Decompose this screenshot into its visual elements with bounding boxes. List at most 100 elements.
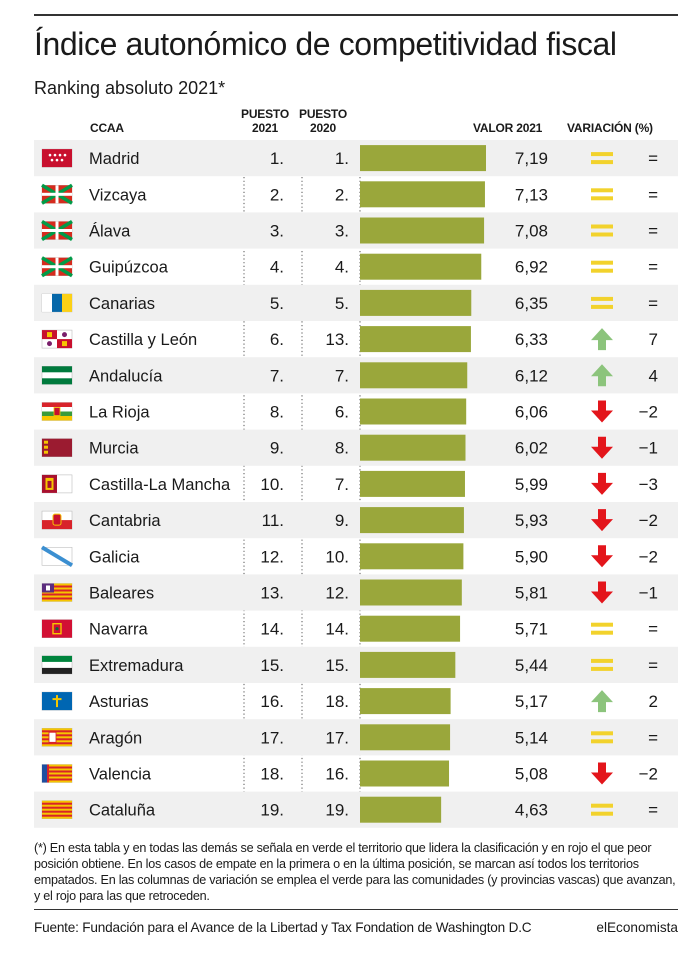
variation-value: −3 bbox=[639, 475, 658, 494]
variation-value: −2 bbox=[639, 511, 658, 530]
ikurrina-flag-icon bbox=[41, 183, 73, 205]
variation-value: = bbox=[648, 149, 658, 168]
variation-value: −2 bbox=[639, 403, 658, 422]
value-bar bbox=[360, 434, 466, 461]
row-background bbox=[34, 357, 678, 394]
variation-value: −2 bbox=[639, 765, 658, 784]
variation-value: = bbox=[648, 294, 658, 313]
cataluna-flag-icon bbox=[41, 800, 73, 820]
ccaa-name: Valencia bbox=[89, 766, 152, 784]
asturias-flag-icon bbox=[41, 691, 73, 711]
variation-value: −2 bbox=[639, 547, 658, 566]
ikurrina-flag-icon bbox=[41, 256, 73, 278]
value-bar bbox=[360, 326, 471, 353]
row-background bbox=[34, 502, 678, 539]
rank-2021: 11. bbox=[262, 511, 284, 530]
extremadura-flag-icon bbox=[41, 655, 73, 675]
value-bar bbox=[360, 760, 450, 787]
value-bar bbox=[360, 145, 486, 172]
equal-icon bbox=[591, 296, 613, 309]
value-bar bbox=[360, 398, 467, 425]
table-row: Asturias 16. 18. 5,17 2 bbox=[41, 688, 658, 715]
table-row: Cataluña 19. 19. 4,63 = bbox=[34, 791, 678, 828]
header-puesto-label: PUESTO bbox=[299, 107, 347, 121]
top-rule bbox=[34, 14, 678, 16]
row-background bbox=[34, 140, 678, 177]
value-label: 5,44 bbox=[515, 656, 548, 675]
equal-icon bbox=[591, 731, 613, 744]
rank-2021: 15. bbox=[260, 656, 284, 675]
value-label: 6,02 bbox=[515, 439, 548, 458]
rank-2021: 6. bbox=[270, 330, 284, 349]
table-row: Galicia 12. 10. 5,90 −2 bbox=[40, 543, 658, 570]
table-row: Vizcaya 2. 2. 7,13 = bbox=[41, 181, 658, 208]
cantabria-flag-icon bbox=[41, 510, 73, 530]
value-label: 5,99 bbox=[515, 475, 548, 494]
ccaa-name: Álava bbox=[89, 222, 131, 241]
row-background bbox=[34, 212, 678, 249]
navarra-flag-icon bbox=[41, 619, 73, 639]
rank-2021: 4. bbox=[270, 258, 284, 277]
table-row: Guipúzcoa 4. 4. 6,92 = bbox=[41, 253, 658, 280]
ccaa-name: Aragón bbox=[89, 729, 142, 747]
rank-2021: 7. bbox=[270, 366, 284, 385]
rank-2021: 10. bbox=[260, 475, 284, 494]
bottom-rule bbox=[34, 909, 678, 910]
value-label: 5,93 bbox=[515, 511, 548, 530]
equal-icon bbox=[591, 188, 613, 201]
rank-2020: 7. bbox=[335, 366, 349, 385]
rank-2021: 9. bbox=[270, 439, 284, 458]
rank-2020: 8. bbox=[335, 439, 349, 458]
rank-2021: 17. bbox=[260, 728, 284, 747]
value-label: 5,17 bbox=[515, 692, 548, 711]
value-label: 5,81 bbox=[515, 584, 548, 603]
variation-value: = bbox=[648, 620, 658, 639]
header-year-2021: 2021 bbox=[252, 121, 278, 135]
arrow-up-icon bbox=[591, 364, 613, 387]
ccaa-name: Cantabria bbox=[89, 512, 161, 530]
la-rioja-flag-icon bbox=[41, 402, 73, 421]
galicia-flag-icon bbox=[40, 545, 74, 568]
rank-2021: 13. bbox=[260, 584, 284, 603]
variation-value: = bbox=[648, 258, 658, 277]
rank-2021: 1. bbox=[270, 149, 284, 168]
madrid-flag-icon bbox=[41, 148, 73, 168]
table-row: Castilla y León 6. 13. 6,33 7 bbox=[41, 326, 658, 353]
value-label: 5,90 bbox=[515, 547, 548, 566]
ccaa-name: Castilla y León bbox=[89, 331, 197, 349]
ccaa-name: Navarra bbox=[89, 621, 149, 639]
table-row: Andalucía 7. 7. 6,12 4 bbox=[34, 357, 678, 394]
value-label: 5,08 bbox=[515, 765, 548, 784]
value-bar bbox=[360, 217, 485, 244]
ccaa-name: Madrid bbox=[89, 150, 139, 168]
value-bar bbox=[360, 579, 462, 606]
aragon-flag-icon bbox=[41, 727, 73, 747]
rank-2021: 5. bbox=[270, 294, 284, 313]
arrow-down-icon bbox=[591, 436, 613, 459]
chart-title: Índice autonómico de competitividad fisc… bbox=[34, 26, 617, 62]
andalucia-flag-icon bbox=[41, 366, 73, 385]
value-label: 7,13 bbox=[515, 185, 548, 204]
row-background bbox=[34, 719, 678, 756]
value-bar bbox=[360, 470, 465, 497]
variation-value: −1 bbox=[639, 439, 658, 458]
ccaa-name: Extremadura bbox=[89, 657, 184, 675]
source-text: Fuente: Fundación para el Avance de la L… bbox=[34, 920, 532, 935]
value-label: 4,63 bbox=[515, 801, 548, 820]
variation-value: 4 bbox=[649, 366, 658, 385]
variation-value: −1 bbox=[639, 584, 658, 603]
equal-icon bbox=[591, 803, 613, 816]
rank-2021: 19. bbox=[260, 801, 284, 820]
table-row: Baleares 13. 12. 5,81 −1 bbox=[34, 574, 678, 611]
rank-2021: 18. bbox=[260, 765, 284, 784]
header-puesto-2021: PUESTO 2021 bbox=[238, 107, 292, 135]
arrow-down-icon bbox=[591, 472, 613, 495]
row-background bbox=[34, 284, 678, 321]
table-row: Valencia 18. 16. 5,08 −2 bbox=[41, 760, 658, 787]
rank-2020: 5. bbox=[335, 294, 349, 313]
header-valor-2021: VALOR 2021 bbox=[473, 121, 543, 135]
row-background bbox=[34, 429, 678, 466]
table-row: Aragón 17. 17. 5,14 = bbox=[34, 719, 678, 756]
ccaa-name: Asturias bbox=[89, 693, 149, 711]
equal-icon bbox=[591, 260, 613, 273]
